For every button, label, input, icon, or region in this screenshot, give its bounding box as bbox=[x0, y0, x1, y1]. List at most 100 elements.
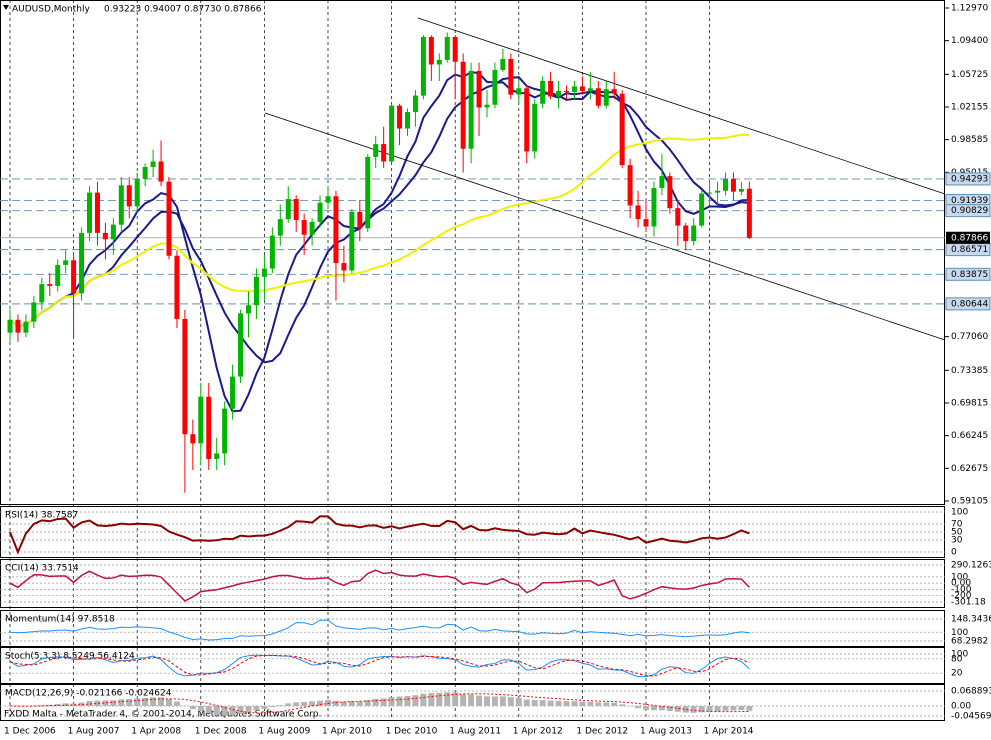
macd-bar bbox=[460, 694, 467, 707]
macd-bar bbox=[78, 702, 85, 707]
macd-bar bbox=[476, 695, 483, 707]
y-tick-label: 0.69815 bbox=[951, 398, 988, 408]
candle-body bbox=[94, 192, 100, 233]
indicator-tick-label: 290.1263 bbox=[951, 561, 991, 571]
candle-body bbox=[134, 178, 140, 207]
date-label: 1 Dec 2008 bbox=[195, 727, 247, 737]
candle-body bbox=[174, 255, 180, 319]
moving-average bbox=[9, 76, 750, 364]
candle-body bbox=[365, 156, 371, 229]
candle-body bbox=[524, 88, 530, 152]
candle-body bbox=[476, 70, 482, 108]
macd-bar bbox=[22, 706, 29, 707]
candle-body bbox=[325, 196, 331, 203]
footer: FXDD Malta - MetaTrader 4, © 2001-2014, … bbox=[4, 710, 321, 720]
indicator-line bbox=[9, 515, 750, 555]
y-tick-label: 0.66245 bbox=[951, 431, 988, 441]
candle-body bbox=[357, 211, 363, 229]
candle-body bbox=[707, 192, 713, 194]
macd-bar bbox=[332, 700, 339, 707]
level-label: 0.86571 bbox=[951, 245, 988, 255]
candle-body bbox=[556, 91, 562, 97]
macd-bar bbox=[372, 698, 379, 707]
candle-body bbox=[468, 70, 474, 149]
macd-bar bbox=[539, 700, 546, 707]
macd-bar bbox=[563, 701, 570, 707]
candle-body bbox=[230, 376, 236, 409]
candle-body bbox=[738, 188, 744, 192]
candle-body bbox=[699, 193, 705, 226]
candle-body bbox=[564, 91, 569, 93]
candle-body bbox=[277, 219, 283, 236]
candle-body bbox=[675, 208, 681, 226]
candle-body bbox=[238, 313, 244, 377]
candle-body bbox=[301, 220, 307, 235]
macd-bar bbox=[420, 693, 427, 707]
y-tick-label: 0.98585 bbox=[951, 135, 988, 145]
candle-body bbox=[619, 93, 625, 166]
candle-body bbox=[110, 224, 116, 240]
macd-bar bbox=[515, 697, 522, 707]
macd-bar bbox=[46, 704, 53, 707]
date-label: 1 Dec 2006 bbox=[4, 727, 56, 737]
macd-bar bbox=[738, 706, 745, 711]
macd-bar bbox=[579, 701, 586, 707]
y-tick-label: 1.09400 bbox=[951, 36, 988, 46]
macd-bar bbox=[14, 706, 21, 707]
date-label: 1 Aug 2011 bbox=[449, 727, 501, 737]
candle-body bbox=[420, 37, 426, 96]
macd-bar bbox=[285, 703, 292, 707]
macd-bar bbox=[706, 706, 713, 712]
indicator-tick-label: -100 bbox=[951, 585, 972, 595]
candle-body bbox=[405, 112, 410, 129]
candle-body bbox=[142, 166, 148, 179]
candle-body bbox=[651, 188, 657, 227]
candle-body bbox=[269, 235, 275, 269]
macd-bar bbox=[261, 706, 268, 709]
candle-body bbox=[635, 205, 641, 220]
macd-bar bbox=[221, 706, 228, 716]
macd-bar bbox=[658, 706, 665, 711]
macd-bar bbox=[197, 706, 204, 711]
collapse-icon[interactable] bbox=[3, 5, 9, 10]
candle-body bbox=[182, 318, 188, 435]
macd-bar bbox=[627, 706, 634, 707]
macd-bar bbox=[746, 706, 753, 711]
candle-body bbox=[293, 199, 299, 221]
candle-body bbox=[516, 88, 522, 95]
macd-bar bbox=[213, 706, 220, 716]
indicator-label: Stoch(5,3,3) 8.5249 56.4124 bbox=[5, 652, 135, 662]
macd-bar bbox=[468, 694, 475, 707]
macd-bar bbox=[404, 695, 411, 707]
candle-body bbox=[214, 453, 220, 459]
macd-bar bbox=[94, 700, 101, 707]
macd-bar bbox=[690, 706, 697, 713]
y-tick-label: 1.05725 bbox=[951, 70, 988, 80]
indicator-tick-label: 70 bbox=[951, 520, 963, 530]
candle-body bbox=[460, 61, 466, 149]
moving-average bbox=[9, 70, 750, 413]
candle-body bbox=[55, 264, 61, 286]
date-label: 1 Apr 2012 bbox=[513, 727, 563, 737]
macd-bar bbox=[714, 706, 721, 712]
indicator-line bbox=[9, 693, 750, 714]
level-label: 0.90829 bbox=[951, 206, 988, 216]
candle-body bbox=[397, 105, 403, 129]
macd-bar bbox=[348, 701, 355, 707]
indicator-tick-label: 68.2982 bbox=[951, 637, 988, 647]
macd-bar bbox=[722, 706, 729, 711]
y-tick-label: 0.73385 bbox=[951, 366, 988, 376]
macd-bar bbox=[277, 705, 284, 707]
macd-bar bbox=[603, 702, 610, 707]
macd-bar bbox=[484, 696, 490, 707]
macd-bar bbox=[650, 706, 657, 711]
candle-body bbox=[723, 178, 728, 191]
indicator-tick-label: 0.00 bbox=[951, 702, 971, 712]
macd-bar bbox=[499, 696, 506, 707]
indicator-tick-label: 0 bbox=[951, 548, 957, 558]
macd-bar bbox=[229, 706, 236, 716]
macd-bar bbox=[126, 699, 133, 707]
macd-bar bbox=[293, 702, 300, 707]
candle-body bbox=[643, 219, 649, 227]
candle-body bbox=[667, 176, 673, 209]
